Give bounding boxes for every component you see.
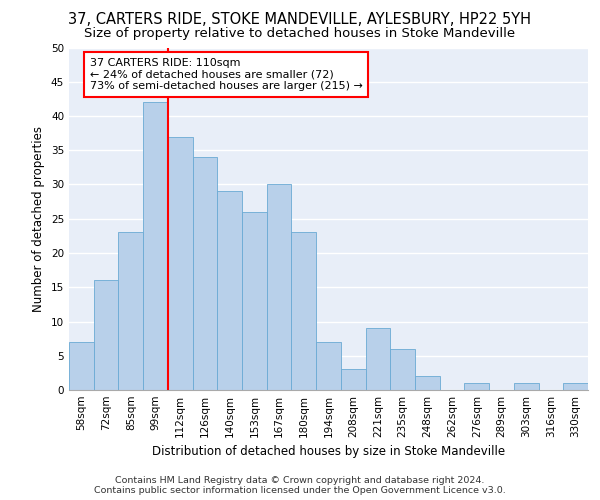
Bar xyxy=(168,136,193,390)
X-axis label: Distribution of detached houses by size in Stoke Mandeville: Distribution of detached houses by size … xyxy=(152,446,505,458)
Text: 37 CARTERS RIDE: 110sqm
← 24% of detached houses are smaller (72)
73% of semi-de: 37 CARTERS RIDE: 110sqm ← 24% of detache… xyxy=(90,58,363,91)
Text: Size of property relative to detached houses in Stoke Mandeville: Size of property relative to detached ho… xyxy=(85,28,515,40)
Text: Contains HM Land Registry data © Crown copyright and database right 2024.
Contai: Contains HM Land Registry data © Crown c… xyxy=(94,476,506,495)
Bar xyxy=(143,102,168,390)
Bar xyxy=(316,342,341,390)
Text: 37, CARTERS RIDE, STOKE MANDEVILLE, AYLESBURY, HP22 5YH: 37, CARTERS RIDE, STOKE MANDEVILLE, AYLE… xyxy=(68,12,532,28)
Bar xyxy=(390,349,415,390)
Bar xyxy=(193,157,217,390)
Bar xyxy=(242,212,267,390)
Bar xyxy=(217,192,242,390)
Bar xyxy=(94,280,118,390)
Bar xyxy=(292,232,316,390)
Bar xyxy=(118,232,143,390)
Bar xyxy=(341,370,365,390)
Bar xyxy=(267,184,292,390)
Y-axis label: Number of detached properties: Number of detached properties xyxy=(32,126,46,312)
Bar xyxy=(69,342,94,390)
Bar xyxy=(464,383,489,390)
Bar xyxy=(365,328,390,390)
Bar xyxy=(415,376,440,390)
Bar xyxy=(563,383,588,390)
Bar xyxy=(514,383,539,390)
